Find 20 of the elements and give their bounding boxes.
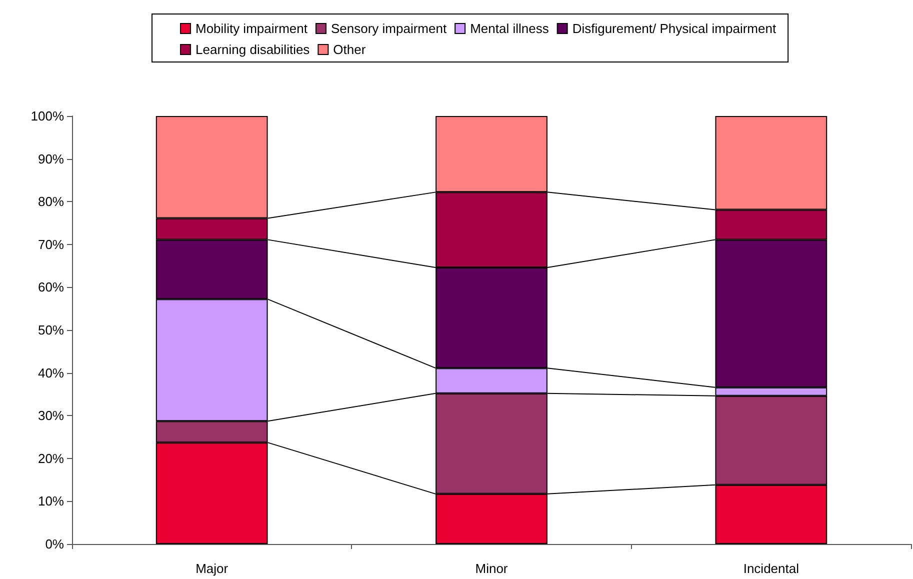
legend-label: Disfigurement/ Physical impairment	[572, 21, 776, 36]
y-tick-label: 100%	[30, 108, 64, 124]
y-tick-label: 0%	[45, 536, 64, 552]
x-tick-label: Minor	[475, 561, 508, 576]
y-tick-label: 40%	[38, 365, 64, 380]
y-tick-label: 90%	[38, 151, 64, 166]
y-tick-label: 20%	[38, 450, 64, 466]
legend-label: Other	[333, 42, 366, 57]
x-tick-label: Major	[196, 561, 229, 576]
x-tick-label: Incidental	[743, 561, 800, 576]
y-tick-label: 80%	[38, 194, 64, 210]
y-tick-label: 60%	[38, 280, 64, 295]
legend-label: Learning disabilities	[196, 42, 310, 57]
y-tick-label: 10%	[38, 494, 64, 509]
y-tick-label: 50%	[38, 322, 64, 338]
legend-label: Mobility impairment	[196, 21, 308, 36]
y-tick-label: 30%	[38, 408, 64, 424]
y-tick-label: 70%	[38, 236, 64, 252]
legend-label: Mental illness	[470, 21, 550, 36]
legend-label: Sensory impairment	[330, 21, 447, 36]
